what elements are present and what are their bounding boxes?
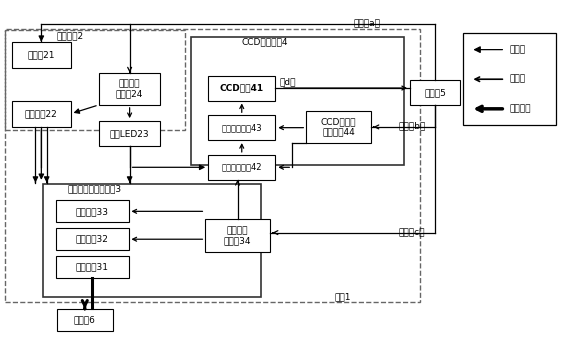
Text: 信号（b）: 信号（b）	[398, 121, 426, 130]
Bar	[56, 256, 129, 278]
Text: 旋转电机33: 旋转电机33	[75, 207, 108, 216]
Text: 电信号: 电信号	[509, 75, 525, 84]
Text: CCD器件41: CCD器件41	[220, 83, 264, 93]
Text: 光信号: 光信号	[509, 45, 525, 54]
Bar	[43, 184, 261, 297]
Bar	[56, 228, 129, 250]
Bar	[191, 37, 404, 165]
Bar	[463, 33, 556, 125]
Bar	[410, 80, 460, 105]
Text: 温控装置32: 温控装置32	[76, 235, 108, 244]
Bar	[56, 200, 129, 222]
Text: 带通滤光片轮43: 带通滤光片轮43	[221, 123, 262, 132]
Text: 旋转平台
控制器34: 旋转平台 控制器34	[224, 226, 251, 245]
Text: 分束光纤22: 分束光纤22	[25, 109, 58, 118]
Text: 光照模块
控制器24: 光照模块 控制器24	[116, 79, 143, 98]
Text: （d）: （d）	[280, 77, 296, 86]
Bar	[12, 100, 71, 127]
Text: 激光器21: 激光器21	[28, 51, 55, 60]
Bar	[306, 111, 371, 143]
Text: 暗箱1: 暗箱1	[334, 293, 351, 302]
Bar	[99, 121, 161, 146]
Text: 麻醉器6: 麻醉器6	[74, 316, 96, 324]
Bar	[208, 76, 275, 100]
Text: 麻醉气体: 麻醉气体	[509, 104, 531, 113]
Bar	[205, 219, 270, 252]
Text: 照明LED23: 照明LED23	[110, 129, 149, 138]
Bar	[208, 115, 275, 140]
Text: CCD成像系统4: CCD成像系统4	[242, 37, 288, 46]
Text: 信号（c）: 信号（c）	[398, 228, 425, 237]
Text: 计算机5: 计算机5	[424, 88, 446, 97]
Bar	[57, 309, 113, 331]
Bar	[12, 42, 71, 68]
Text: 信号（a）: 信号（a）	[354, 20, 381, 29]
Text: 麻醉装置31: 麻醉装置31	[75, 263, 108, 272]
Text: 电动聚焦镜头42: 电动聚焦镜头42	[221, 163, 262, 172]
Text: 小动物旋转平台装置3: 小动物旋转平台装置3	[68, 184, 122, 193]
Text: CCD成像系
统控制器44: CCD成像系 统控制器44	[321, 117, 356, 137]
Text: 光照模块2: 光照模块2	[57, 32, 84, 40]
Bar	[208, 155, 275, 180]
Bar	[5, 28, 420, 302]
Bar	[99, 73, 161, 105]
Bar	[5, 30, 184, 130]
